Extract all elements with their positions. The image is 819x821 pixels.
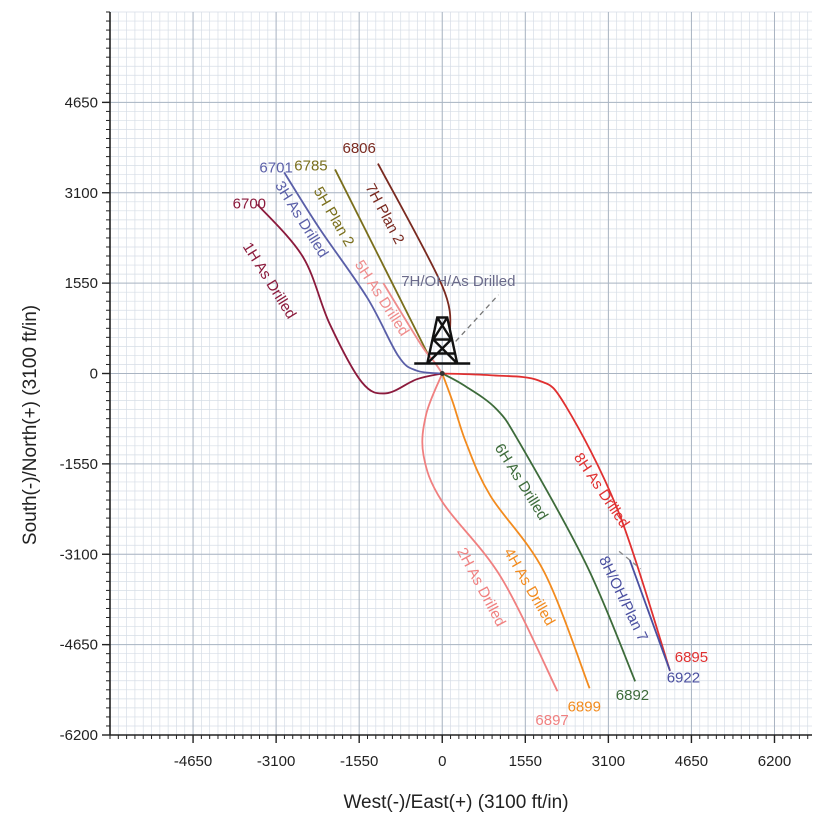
drilling-rig-shape bbox=[414, 316, 471, 365]
label-6922: 6922 bbox=[667, 670, 700, 687]
y-tick-label: -4650 bbox=[60, 637, 98, 654]
x-tick-label: 6200 bbox=[758, 753, 791, 770]
y-tick-label: -1550 bbox=[60, 456, 98, 473]
label-6895: 6895 bbox=[675, 649, 708, 666]
x-tick-label: -3100 bbox=[257, 753, 295, 770]
y-tick-label: 4650 bbox=[65, 94, 98, 111]
series-lines bbox=[256, 163, 671, 692]
y-axis-label: South(-)/North(+) (3100 ft/in) bbox=[20, 305, 41, 545]
drilling-rig-icon bbox=[414, 316, 471, 376]
series-line-8h-as-drilled bbox=[442, 372, 671, 672]
x-tick-label: 3100 bbox=[592, 753, 625, 770]
y-tick-label: 3100 bbox=[65, 185, 98, 202]
label-6700: 6700 bbox=[233, 195, 266, 212]
series-line-4h-as-drilled bbox=[441, 373, 591, 689]
series-line-7h-oh-as-drilled bbox=[455, 294, 499, 342]
series-line-6h-as-drilled bbox=[441, 372, 636, 682]
series-line-3h-as-drilled bbox=[283, 171, 443, 375]
x-tick-label: 4650 bbox=[675, 753, 708, 770]
y-tick-label: 1550 bbox=[65, 275, 98, 292]
x-tick-label: 0 bbox=[438, 753, 446, 770]
label-6806: 6806 bbox=[342, 140, 375, 157]
series-line-5h-plan-2 bbox=[334, 169, 430, 357]
label-6785: 6785 bbox=[294, 158, 327, 175]
y-tick-label: -3100 bbox=[60, 546, 98, 563]
axes: -4650 -3100 -1550 0 1550 3100 4650 6200 4650 3100… bbox=[60, 11, 812, 770]
x-axis-label: West(-)/East(+) (3100 ft/in) bbox=[343, 792, 568, 813]
x-tick-label: -1550 bbox=[340, 753, 378, 770]
label-7h-oh-as-drilled: 7H/OH/As Drilled bbox=[401, 273, 515, 290]
series-line-2h-as-drilled bbox=[421, 373, 559, 692]
x-tick-label: 1550 bbox=[509, 753, 542, 770]
series-line-8h-oh-plan-7 bbox=[628, 559, 671, 672]
rig-symbol bbox=[414, 316, 471, 376]
series-line-8h-as-drilled-extension bbox=[618, 550, 641, 570]
label-6899: 6899 bbox=[568, 699, 601, 716]
series-line-7h-plan-2 bbox=[377, 163, 452, 333]
label-6897: 6897 bbox=[535, 712, 568, 729]
x-tick-label: -4650 bbox=[174, 753, 212, 770]
surface-location-point bbox=[439, 371, 445, 376]
y-tick-label: 0 bbox=[90, 366, 98, 383]
label-6892: 6892 bbox=[616, 687, 649, 704]
series-line-1h-as-drilled bbox=[256, 203, 443, 395]
label-6701: 6701 bbox=[259, 159, 292, 176]
y-tick-label: -6200 bbox=[60, 727, 98, 744]
